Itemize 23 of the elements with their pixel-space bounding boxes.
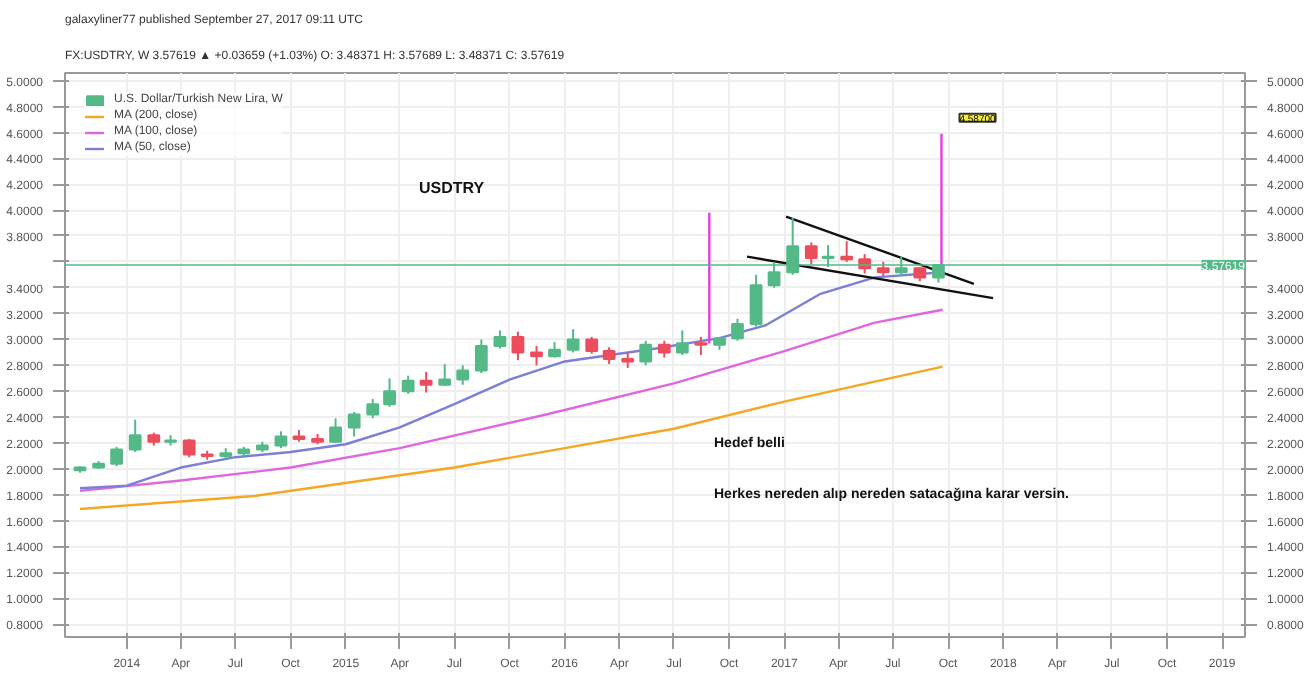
candlestick: [456, 364, 470, 386]
candlestick: [639, 339, 653, 367]
candlestick: [675, 329, 689, 356]
candlestick: [840, 240, 854, 263]
candlestick: [493, 329, 507, 350]
candlestick: [530, 344, 543, 367]
candlestick: [511, 330, 525, 362]
candlestick: [329, 417, 342, 444]
candlestick: [366, 397, 380, 420]
candlestick: [182, 438, 196, 459]
annotation: USDTRY: [419, 179, 486, 198]
candlestick: [566, 328, 580, 354]
candlestick: [694, 335, 708, 356]
candlestick: [128, 418, 142, 454]
candlestick: [347, 410, 361, 438]
candlestick: [749, 273, 763, 328]
candlestick: [731, 317, 744, 342]
candlestick: [110, 445, 123, 468]
candlestick: [804, 241, 818, 266]
candlestick: [419, 370, 433, 394]
candlestick: [383, 377, 396, 408]
candlestick: [474, 338, 488, 375]
candlestick: [401, 374, 415, 395]
